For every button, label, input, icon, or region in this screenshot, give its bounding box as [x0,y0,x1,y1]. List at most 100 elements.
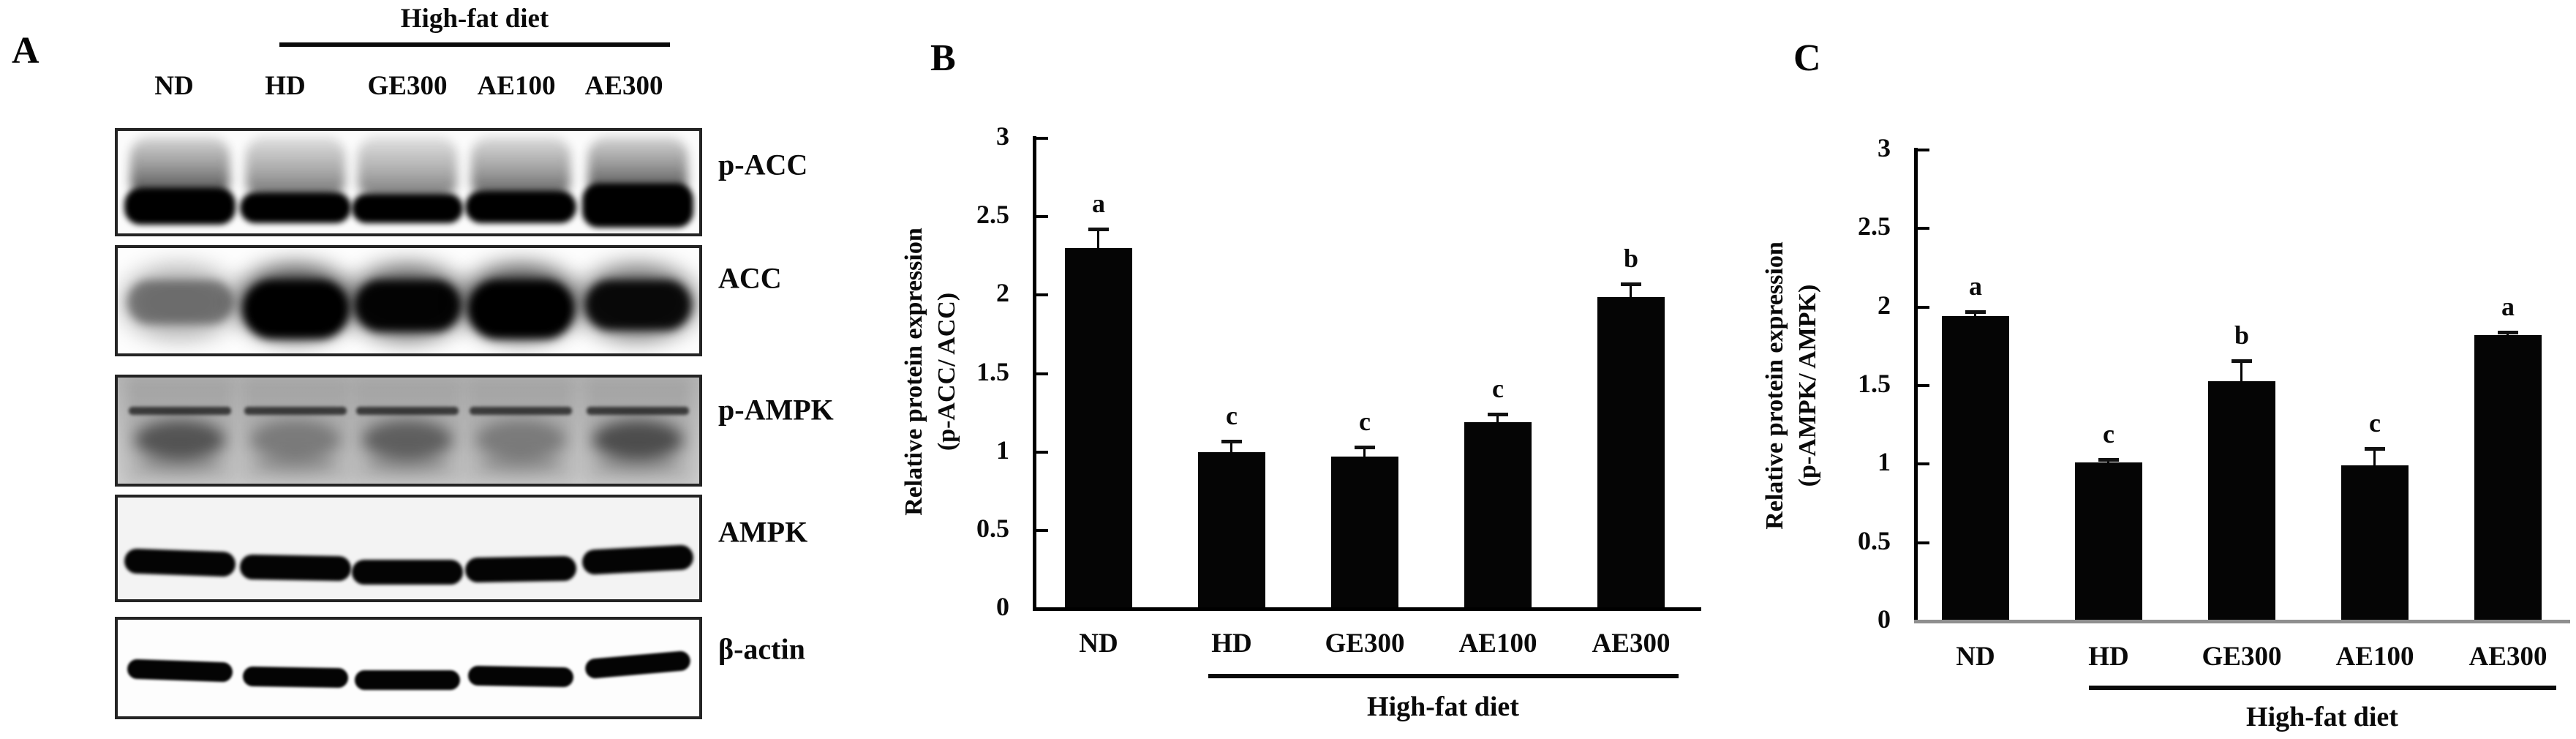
blot-band [467,378,575,484]
group-bracket-line [2089,686,2556,690]
blot-band [362,420,453,459]
error-bar [1974,312,1976,317]
blot-row-label: ACC [718,261,782,295]
category-label: ND [1956,642,1995,672]
panel-a-lane-label: AE100 [477,71,556,101]
bar [2341,465,2409,620]
panel-a-lane-label: AE300 [584,71,663,101]
y-tick-label: 1 [996,435,1009,465]
blot-row-label: AMPK [718,515,808,549]
error-cap [1965,310,1986,315]
blot-row-label: β-actin [718,632,805,666]
blot-band [470,407,572,415]
blot-band [467,665,574,688]
bar [1464,421,1532,608]
panel-a-lane-label: GE300 [367,71,448,101]
blot-band [127,659,233,683]
blot-band [124,548,236,577]
panel-c-y-axis-title-line1: Relative protein expression [1761,241,1789,530]
sig-letter: c [1359,407,1371,437]
blot-band [127,280,233,324]
sig-letter: a [2501,291,2515,321]
sig-letter: a [1092,189,1105,219]
y-tick [1918,305,1929,309]
bar [2474,335,2542,620]
y-tick [1918,148,1929,151]
blot-band [471,137,570,200]
error-cap [1088,228,1109,232]
blot-band [584,650,691,680]
bar [1942,316,2009,620]
blot-band [244,407,347,415]
y-tick-label: 2.5 [976,200,1009,230]
blot-band [250,420,341,459]
bar [1065,248,1132,608]
blot-band [241,378,350,484]
error-bar [1496,414,1499,422]
error-cap [1355,446,1375,450]
blot-band [592,420,683,459]
x-axis [1914,620,2570,623]
y-tick-label: 1.5 [976,356,1009,386]
blot-band [129,407,231,415]
y-tick-label: 0 [996,592,1009,621]
error-cap [2232,359,2252,363]
y-axis [1914,148,1918,623]
error-cap [2365,446,2385,451]
sig-letter: b [2234,320,2250,350]
blot-box-ampk [115,495,702,602]
group-bracket-label: High-fat diet [1367,691,1519,722]
blot-band [598,454,678,474]
category-label: GE300 [2202,642,2282,672]
group-bracket-line [1208,674,1679,678]
blot-band [352,194,463,223]
y-tick-label: 2 [1878,290,1891,320]
y-tick-label: 2 [996,278,1009,308]
bar [2075,462,2142,620]
sig-letter: a [1969,271,1982,301]
blot-band [135,420,225,459]
blot-band [475,420,566,459]
bar [1198,451,1265,608]
blot-band [242,666,349,689]
error-cap [2498,330,2518,334]
category-label: HD [2088,642,2129,672]
blot-box-acc [115,245,702,356]
sig-letter: c [2369,408,2381,438]
y-tick [1036,293,1048,297]
error-bar [1630,284,1632,297]
y-tick [1036,372,1048,375]
blot-band [581,544,694,575]
panel-a-lane-label: HD [265,71,306,101]
category-label: AE300 [1592,629,1671,659]
blot-band [240,192,351,223]
panel-b-label: B [930,37,956,79]
bar [2208,380,2275,620]
y-tick-label: 0.5 [1858,525,1891,555]
category-label: AE300 [2468,642,2547,672]
blot-box-p-ampk [115,375,702,487]
blot-band [246,137,345,200]
panel-c-label: C [1793,37,1821,79]
panel-a-group-underline [279,42,670,47]
y-tick-label: 0.5 [976,513,1009,543]
blot-band [243,280,349,339]
category-label: AE100 [2335,642,2414,672]
y-axis [1033,136,1036,611]
error-cap [1221,439,1242,443]
group-bracket-label: High-fat diet [2246,702,2398,732]
blot-band [481,454,561,474]
blot-band [367,454,448,474]
category-label: ND [1079,629,1118,659]
error-bar [1363,447,1366,457]
blot-band [124,188,236,225]
sig-letter: b [1623,244,1639,274]
blot-band [465,191,576,223]
blot-row-label: p-AMPK [718,393,834,427]
blot-band [352,560,463,585]
bar [1331,457,1398,608]
error-bar [1230,440,1232,452]
y-tick-label: 3 [996,121,1009,151]
blot-band [255,454,336,474]
